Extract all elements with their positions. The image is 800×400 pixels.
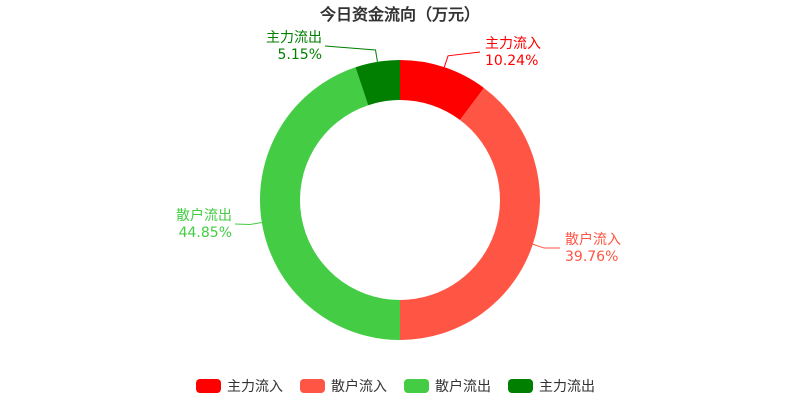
slice-label-pct-3: 5.15% <box>278 47 322 63</box>
legend-swatch-3 <box>508 379 533 393</box>
leader-line-3 <box>324 45 378 62</box>
chart-title: 今日资金流向（万元） <box>319 5 480 24</box>
leader-line-0 <box>443 51 481 68</box>
slice-2 <box>259 67 400 340</box>
legend-item-0[interactable]: 主力流入 <box>196 379 283 395</box>
legend-label-0: 主力流入 <box>227 379 283 395</box>
leader-line-1 <box>532 243 561 249</box>
slice-label-pct-0: 10.24% <box>485 53 538 69</box>
slice-label-pct-2: 44.85% <box>179 225 232 241</box>
slice-label-name-0: 主力流入 <box>485 36 541 52</box>
slice-label-pct-1: 39.76% <box>565 249 618 265</box>
slice-label-name-1: 散户流入 <box>565 231 621 248</box>
legend-item-3[interactable]: 主力流出 <box>508 379 595 395</box>
slice-label-name-2: 散户流出 <box>176 207 232 224</box>
legend-swatch-2 <box>404 379 429 393</box>
legend-label-2: 散户流出 <box>435 378 491 395</box>
legend-item-2[interactable]: 散户流出 <box>404 378 491 395</box>
slice-1 <box>400 87 540 340</box>
legend: 主力流入 散户流入 散户流出 主力流出 <box>196 378 595 395</box>
legend-swatch-1 <box>300 379 325 393</box>
slice-3 <box>355 60 400 106</box>
legend-label-3: 主力流出 <box>539 379 595 395</box>
legend-swatch-0 <box>196 379 221 393</box>
legend-item-1[interactable]: 散户流入 <box>300 378 387 395</box>
slice-label-name-3: 主力流出 <box>266 30 322 46</box>
legend-label-1: 散户流入 <box>331 378 387 395</box>
leader-line-2 <box>234 222 262 225</box>
slices-layer <box>259 60 540 340</box>
slice-0 <box>400 60 484 120</box>
